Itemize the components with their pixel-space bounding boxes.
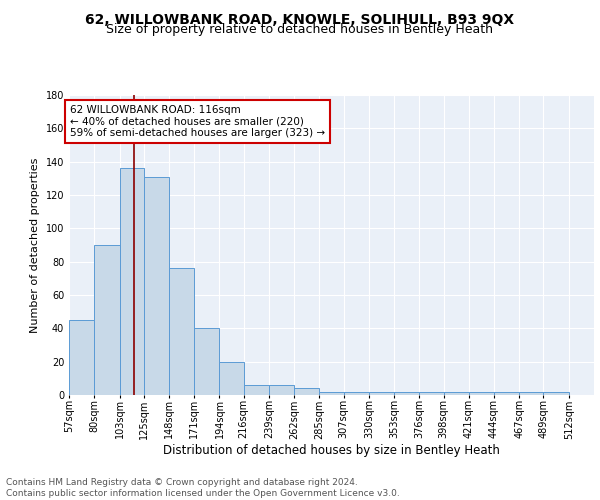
Bar	[94, 245, 119, 395]
Bar	[269, 385, 294, 395]
Bar	[494, 392, 520, 395]
Bar	[169, 268, 194, 395]
Bar	[344, 392, 369, 395]
Text: Contains HM Land Registry data © Crown copyright and database right 2024.
Contai: Contains HM Land Registry data © Crown c…	[6, 478, 400, 498]
Text: 62, WILLOWBANK ROAD, KNOWLE, SOLIHULL, B93 9QX: 62, WILLOWBANK ROAD, KNOWLE, SOLIHULL, B…	[85, 12, 515, 26]
Bar	[244, 385, 269, 395]
Bar	[194, 328, 220, 395]
Bar	[220, 362, 244, 395]
Bar	[143, 176, 169, 395]
Bar	[394, 392, 419, 395]
Bar	[69, 320, 94, 395]
Bar	[520, 392, 544, 395]
Bar	[419, 392, 443, 395]
Bar	[294, 388, 319, 395]
X-axis label: Distribution of detached houses by size in Bentley Heath: Distribution of detached houses by size …	[163, 444, 500, 457]
Bar	[544, 392, 569, 395]
Bar	[119, 168, 143, 395]
Text: 62 WILLOWBANK ROAD: 116sqm
← 40% of detached houses are smaller (220)
59% of sem: 62 WILLOWBANK ROAD: 116sqm ← 40% of deta…	[70, 105, 325, 138]
Bar	[443, 392, 469, 395]
Text: Size of property relative to detached houses in Bentley Heath: Size of property relative to detached ho…	[107, 24, 493, 36]
Bar	[369, 392, 394, 395]
Y-axis label: Number of detached properties: Number of detached properties	[30, 158, 40, 332]
Bar	[469, 392, 494, 395]
Bar	[319, 392, 344, 395]
